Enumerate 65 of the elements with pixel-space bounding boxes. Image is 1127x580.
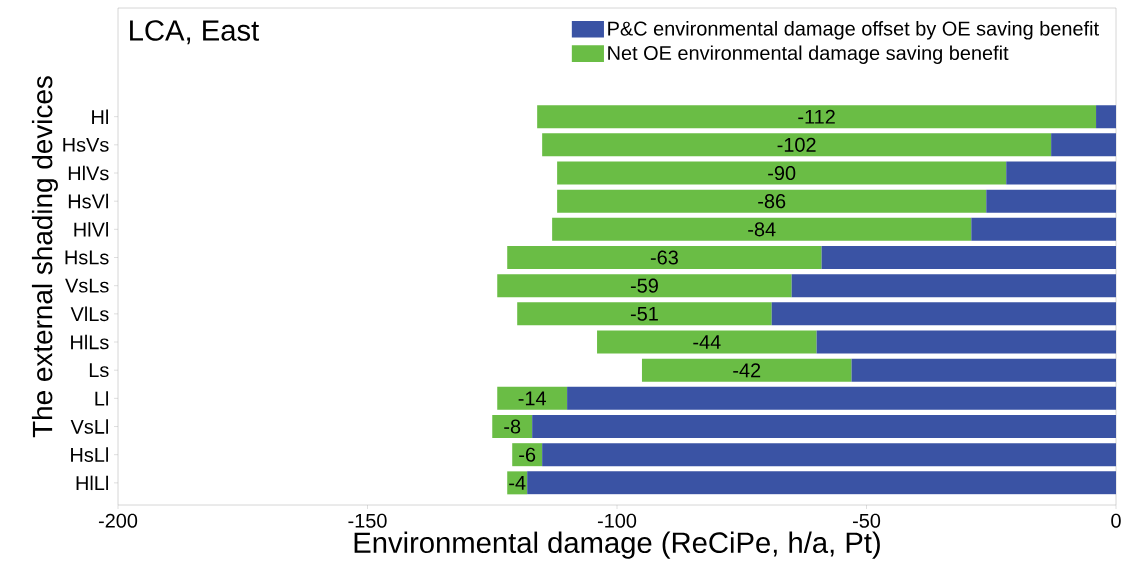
bar — [771, 302, 1117, 326]
data-label: -84 — [748, 222, 776, 237]
bar — [527, 471, 1117, 495]
data-label: -102 — [777, 137, 816, 152]
y-tick-label: HlVl — [74, 222, 108, 237]
y-tick-label: HlLl — [76, 475, 108, 491]
bar — [492, 415, 533, 439]
bar — [537, 105, 1097, 129]
bar — [497, 386, 568, 410]
bar — [816, 330, 1117, 354]
bar — [552, 217, 972, 241]
bar — [542, 133, 1052, 157]
data-label: -112 — [798, 109, 835, 124]
y-tick-label: VlLs — [70, 306, 109, 322]
y-tick-label: Ls — [89, 363, 109, 378]
x-tick-label: -150 — [348, 513, 387, 528]
y-tick-label: VsLs — [65, 278, 109, 293]
bar — [557, 161, 1007, 185]
data-label: -6 — [519, 447, 536, 462]
x-tick-label: -200 — [98, 513, 138, 528]
bar — [791, 274, 1117, 298]
data-label: -42 — [733, 363, 761, 378]
x-tick-label: -100 — [597, 513, 637, 528]
bar — [1006, 161, 1117, 185]
data-label: -63 — [650, 250, 678, 265]
bar — [851, 358, 1117, 382]
legend-label: P&C environmental damage offset by OE saving benefit — [608, 21, 1099, 40]
bar — [532, 415, 1117, 439]
bar — [1096, 105, 1117, 129]
bar — [821, 246, 1117, 270]
bar — [986, 189, 1117, 213]
chart-title: LCA, East — [130, 20, 260, 45]
y-tick-label: HsVs — [63, 137, 109, 152]
y-tick-label: Hl — [92, 109, 108, 124]
bar — [641, 358, 852, 382]
y-axis-title: The external shading devices — [31, 76, 58, 438]
bar — [512, 443, 543, 467]
bar — [597, 330, 817, 354]
y-tick-label: HlVs — [68, 165, 109, 181]
x-tick-label: 0 — [1111, 513, 1121, 528]
data-label: -44 — [693, 335, 721, 349]
bar — [517, 302, 772, 326]
bar — [567, 386, 1117, 410]
data-label: -86 — [758, 194, 786, 209]
data-label: -90 — [768, 165, 796, 181]
bar — [557, 189, 987, 213]
x-axis-title: Environmental damage (ReCiPe, h/a, Pt) — [354, 531, 880, 559]
y-tick-label: HlLs — [71, 334, 109, 350]
data-label: -14 — [518, 391, 546, 406]
data-label: -51 — [630, 306, 658, 321]
bar — [497, 274, 792, 298]
data-label: -8 — [504, 419, 521, 434]
data-label: -59 — [630, 278, 658, 293]
bar — [1051, 133, 1117, 157]
y-tick-label: HsLl — [71, 447, 108, 462]
bar — [507, 246, 822, 270]
bar — [542, 443, 1117, 467]
y-tick-label: HsVl — [68, 193, 108, 209]
y-tick-label: HsLs — [65, 250, 109, 265]
data-label: -4 — [509, 476, 526, 490]
y-tick-label: Ll — [95, 391, 108, 406]
x-tick-label: -50 — [852, 513, 881, 528]
legend-label: Net OE environmental damage saving benefit — [608, 45, 1009, 64]
y-tick-label: VsLl — [70, 419, 108, 434]
bar — [971, 217, 1117, 241]
